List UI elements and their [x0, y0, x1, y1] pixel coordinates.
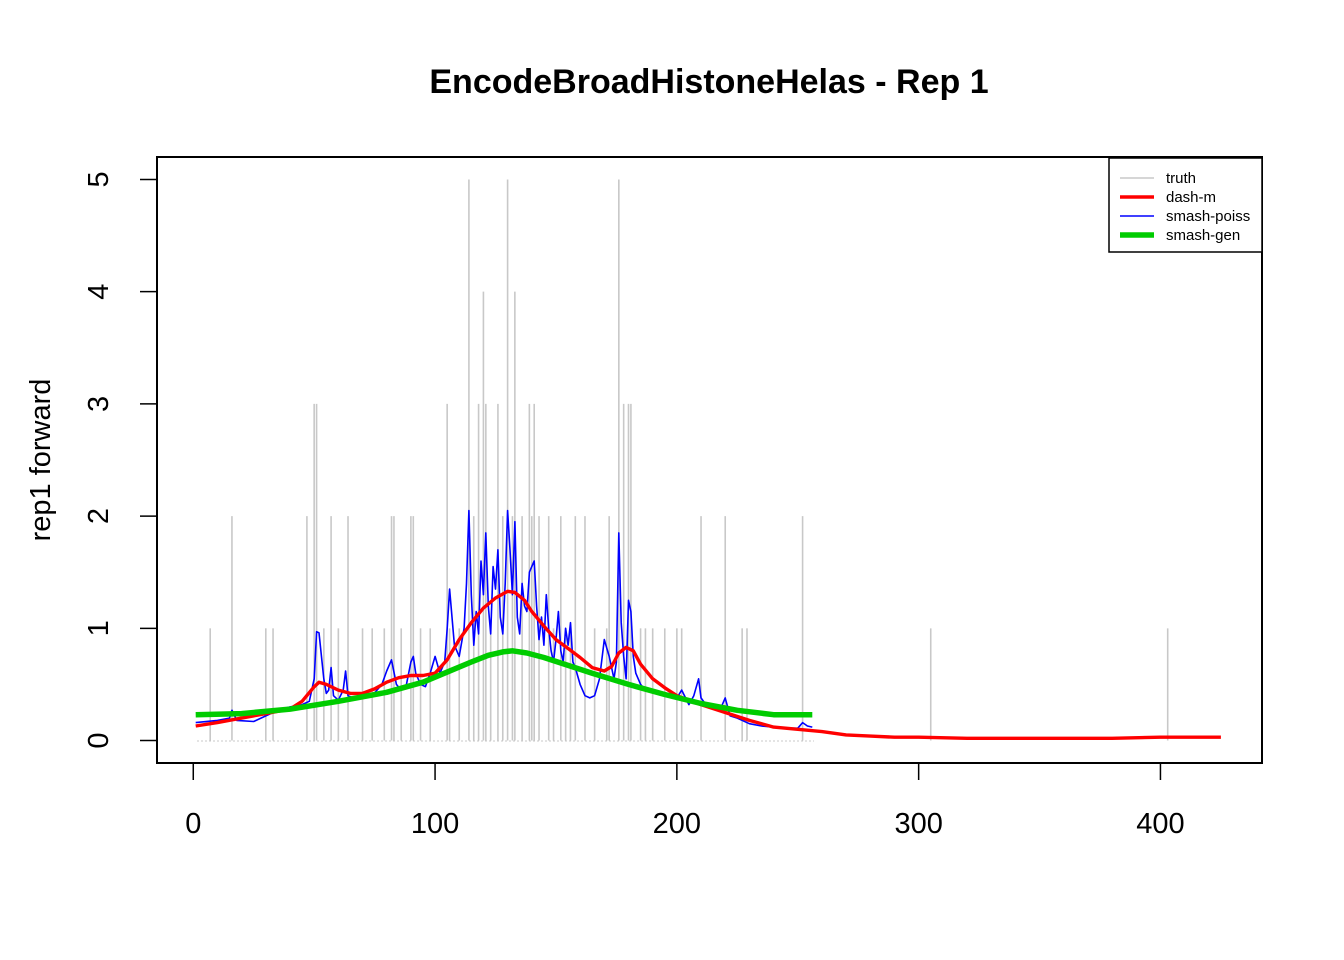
smash-poiss-line: [195, 509, 813, 730]
smash-gen-line: [195, 648, 813, 718]
legend: truth dash-m smash-poiss smash-gen: [1108, 157, 1263, 253]
y-tick-label: 0: [83, 732, 115, 748]
y-tick-label: 4: [83, 284, 115, 300]
chart-title: EncodeBroadHistoneHelas - Rep 1: [429, 63, 988, 101]
y-tick-label: 1: [83, 620, 115, 636]
x-tick-label: 100: [411, 808, 459, 840]
y-axis: 0 1 2 3 4 5: [83, 171, 158, 749]
y-tick-label: 2: [83, 508, 115, 524]
series-lines: [195, 509, 1221, 740]
x-tick-label: 300: [894, 808, 942, 840]
y-tick-label: 5: [83, 171, 115, 187]
x-tick-label: 0: [185, 808, 201, 840]
legend-label-truth: truth: [1166, 170, 1196, 187]
y-tick-label: 3: [83, 396, 115, 412]
legend-label-smash-gen: smash-gen: [1166, 227, 1240, 244]
x-axis: 0 100 200 300 400: [185, 762, 1185, 840]
x-tick-label: 400: [1136, 808, 1184, 840]
truth-spikes: [209, 179, 1169, 741]
y-axis-label: rep1 forward: [25, 379, 57, 542]
legend-label-smash-poiss: smash-poiss: [1166, 208, 1250, 225]
x-tick-label: 200: [653, 808, 701, 840]
dash-m-line: [195, 589, 1221, 740]
legend-label-dash-m: dash-m: [1166, 189, 1216, 206]
